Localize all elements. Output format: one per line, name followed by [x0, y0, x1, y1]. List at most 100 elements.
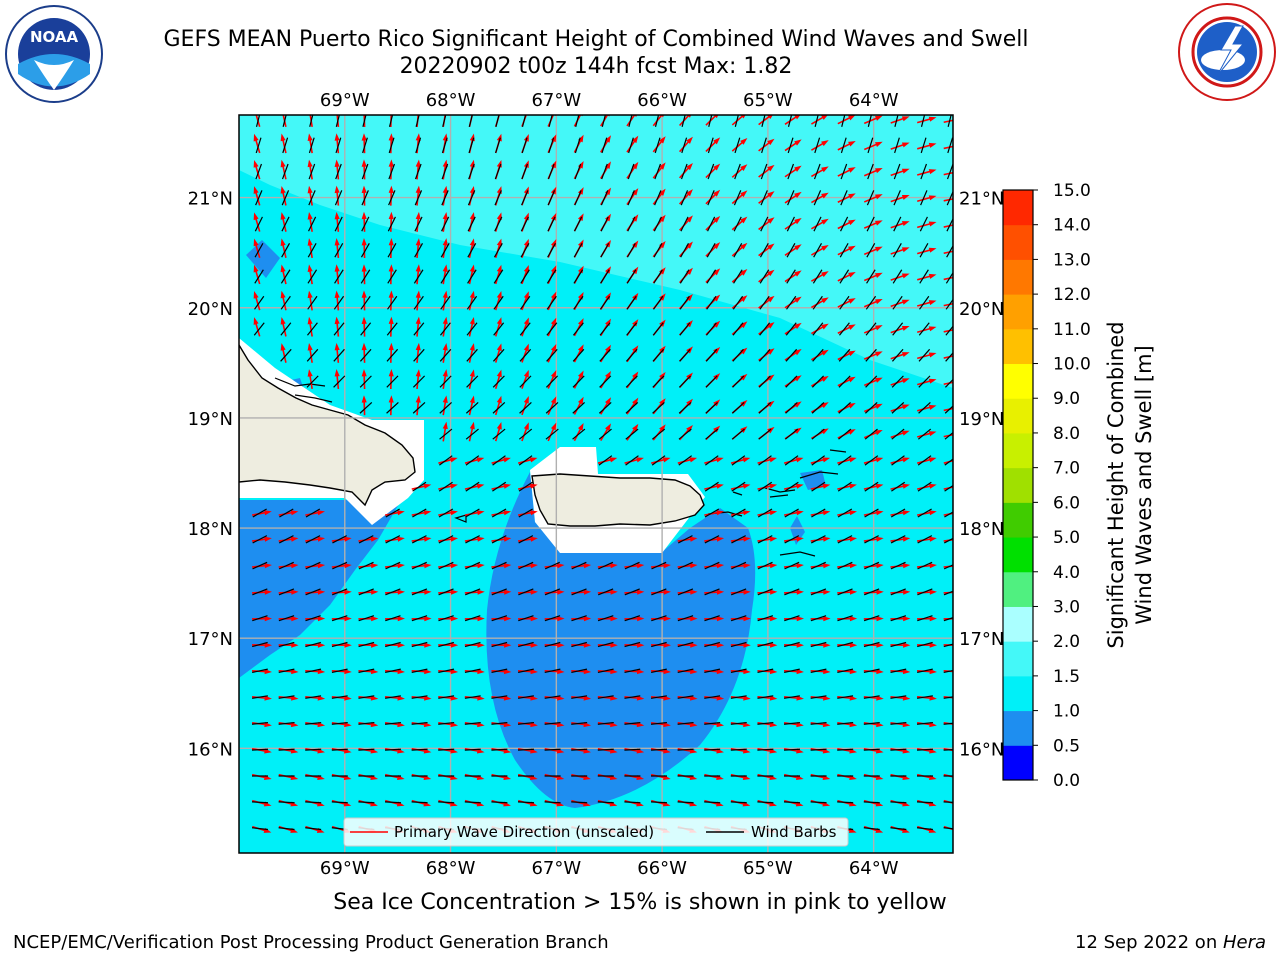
wave-arrowhead — [253, 290, 259, 299]
wind-barb — [597, 588, 614, 596]
wave-arrowhead — [477, 563, 485, 569]
wind-barb — [759, 295, 770, 310]
wind-barb — [813, 242, 823, 258]
wind-barb — [468, 163, 475, 180]
wave-arrowhead — [740, 164, 748, 171]
wave-arrowhead — [849, 536, 858, 542]
wind-barb — [730, 801, 747, 804]
wave-arrowhead — [929, 695, 937, 701]
wind-barb — [786, 242, 796, 258]
colorbar-segment — [1003, 259, 1033, 295]
wind-barb — [387, 216, 396, 232]
wave-arrowhead — [849, 616, 858, 622]
wind-barb — [810, 695, 827, 699]
wind-barb — [308, 163, 316, 180]
wind-barb — [625, 428, 639, 440]
wind-barb — [359, 348, 372, 362]
wind-barb — [491, 748, 508, 751]
wave-arrowhead — [875, 457, 884, 463]
wind-barb — [864, 481, 879, 492]
wave-arrowhead — [550, 317, 557, 326]
wind-barb — [944, 405, 953, 414]
wind-barb — [759, 242, 769, 258]
lon-tick-top-0: 69°W — [320, 90, 370, 111]
wind-barb — [255, 190, 263, 206]
wind-barb — [571, 721, 588, 725]
wave-arrowhead — [767, 426, 775, 434]
wave-arrowhead — [317, 642, 326, 648]
wind-barb — [495, 115, 500, 127]
wind-barb — [385, 588, 401, 596]
wave-arrow — [943, 696, 953, 699]
wave-arrowhead — [956, 669, 963, 674]
wind-barb — [837, 561, 853, 570]
wind-barb — [758, 402, 772, 414]
wind-barb — [438, 668, 455, 674]
wind-barb — [411, 615, 428, 622]
wave-arrowhead — [901, 404, 910, 410]
wind-barb — [571, 668, 588, 674]
wind-barb — [387, 295, 398, 310]
wave-arrowhead — [663, 669, 671, 675]
wave-arrowhead — [530, 695, 538, 701]
wave-arrowhead — [769, 695, 778, 701]
colorbar-segment — [1003, 710, 1033, 746]
wind-barb — [491, 508, 507, 518]
wind-barb — [677, 641, 694, 648]
wind-barb — [252, 668, 268, 674]
wind-barb — [863, 748, 880, 751]
wave-arrowhead — [415, 159, 421, 167]
wind-barb — [892, 242, 902, 258]
wave-arrowhead — [450, 669, 459, 675]
wave-arrowhead — [822, 510, 831, 516]
wave-arrowhead — [686, 136, 693, 144]
wind-barb — [252, 615, 268, 622]
wave-arrowhead — [794, 191, 802, 199]
wave-arrowhead — [716, 616, 725, 622]
wave-arrowhead — [849, 483, 857, 489]
wave-arrowhead — [503, 536, 512, 542]
wave-arrowhead — [610, 563, 618, 569]
wave-arrowhead — [742, 483, 751, 489]
wave-arrowhead — [469, 343, 475, 351]
wind-barb — [441, 190, 449, 206]
wave-arrowhead — [767, 400, 775, 408]
wind-barb — [757, 668, 774, 674]
wave-arrowhead — [370, 669, 379, 675]
wind-barb — [946, 163, 953, 180]
colorbar-segment — [1003, 398, 1033, 434]
colorbar-segment — [1003, 432, 1033, 469]
wind-barb — [839, 269, 850, 284]
wind-barb — [757, 641, 774, 648]
wave-arrowhead — [874, 220, 883, 226]
wave-arrow — [943, 355, 953, 359]
wave-arrowhead — [796, 669, 804, 675]
wind-barb — [813, 190, 822, 206]
wind-barb — [814, 115, 819, 127]
wind-barb — [705, 455, 719, 466]
wind-barb — [467, 242, 477, 258]
wave-arrowhead — [662, 457, 671, 463]
wave-arrowhead — [632, 188, 639, 196]
wind-barb — [599, 375, 612, 388]
wave-arrowhead — [605, 423, 611, 431]
wave-arrowhead — [476, 483, 485, 489]
wave-arrowhead — [442, 185, 448, 194]
wind-barb — [680, 242, 690, 258]
wave-arrowhead — [956, 143, 964, 148]
wave-arrowhead — [795, 457, 804, 463]
wind-barb — [679, 348, 691, 362]
wind-barb — [574, 190, 582, 206]
wind-barb — [784, 588, 800, 596]
wave-arrowhead — [632, 292, 639, 301]
wind-barb — [546, 269, 557, 284]
wave-arrowhead — [317, 695, 326, 701]
wave-arrowhead — [849, 589, 858, 595]
legend-label-barb: Wind Barbs — [751, 823, 837, 841]
wave-arrowhead — [503, 510, 512, 516]
wind-barb — [917, 481, 932, 492]
wave-arrowhead — [636, 669, 645, 675]
wave-arrowhead — [415, 238, 421, 246]
wind-barb — [707, 137, 714, 154]
colorbar-tick-label-7: 5.0 — [1053, 528, 1080, 548]
